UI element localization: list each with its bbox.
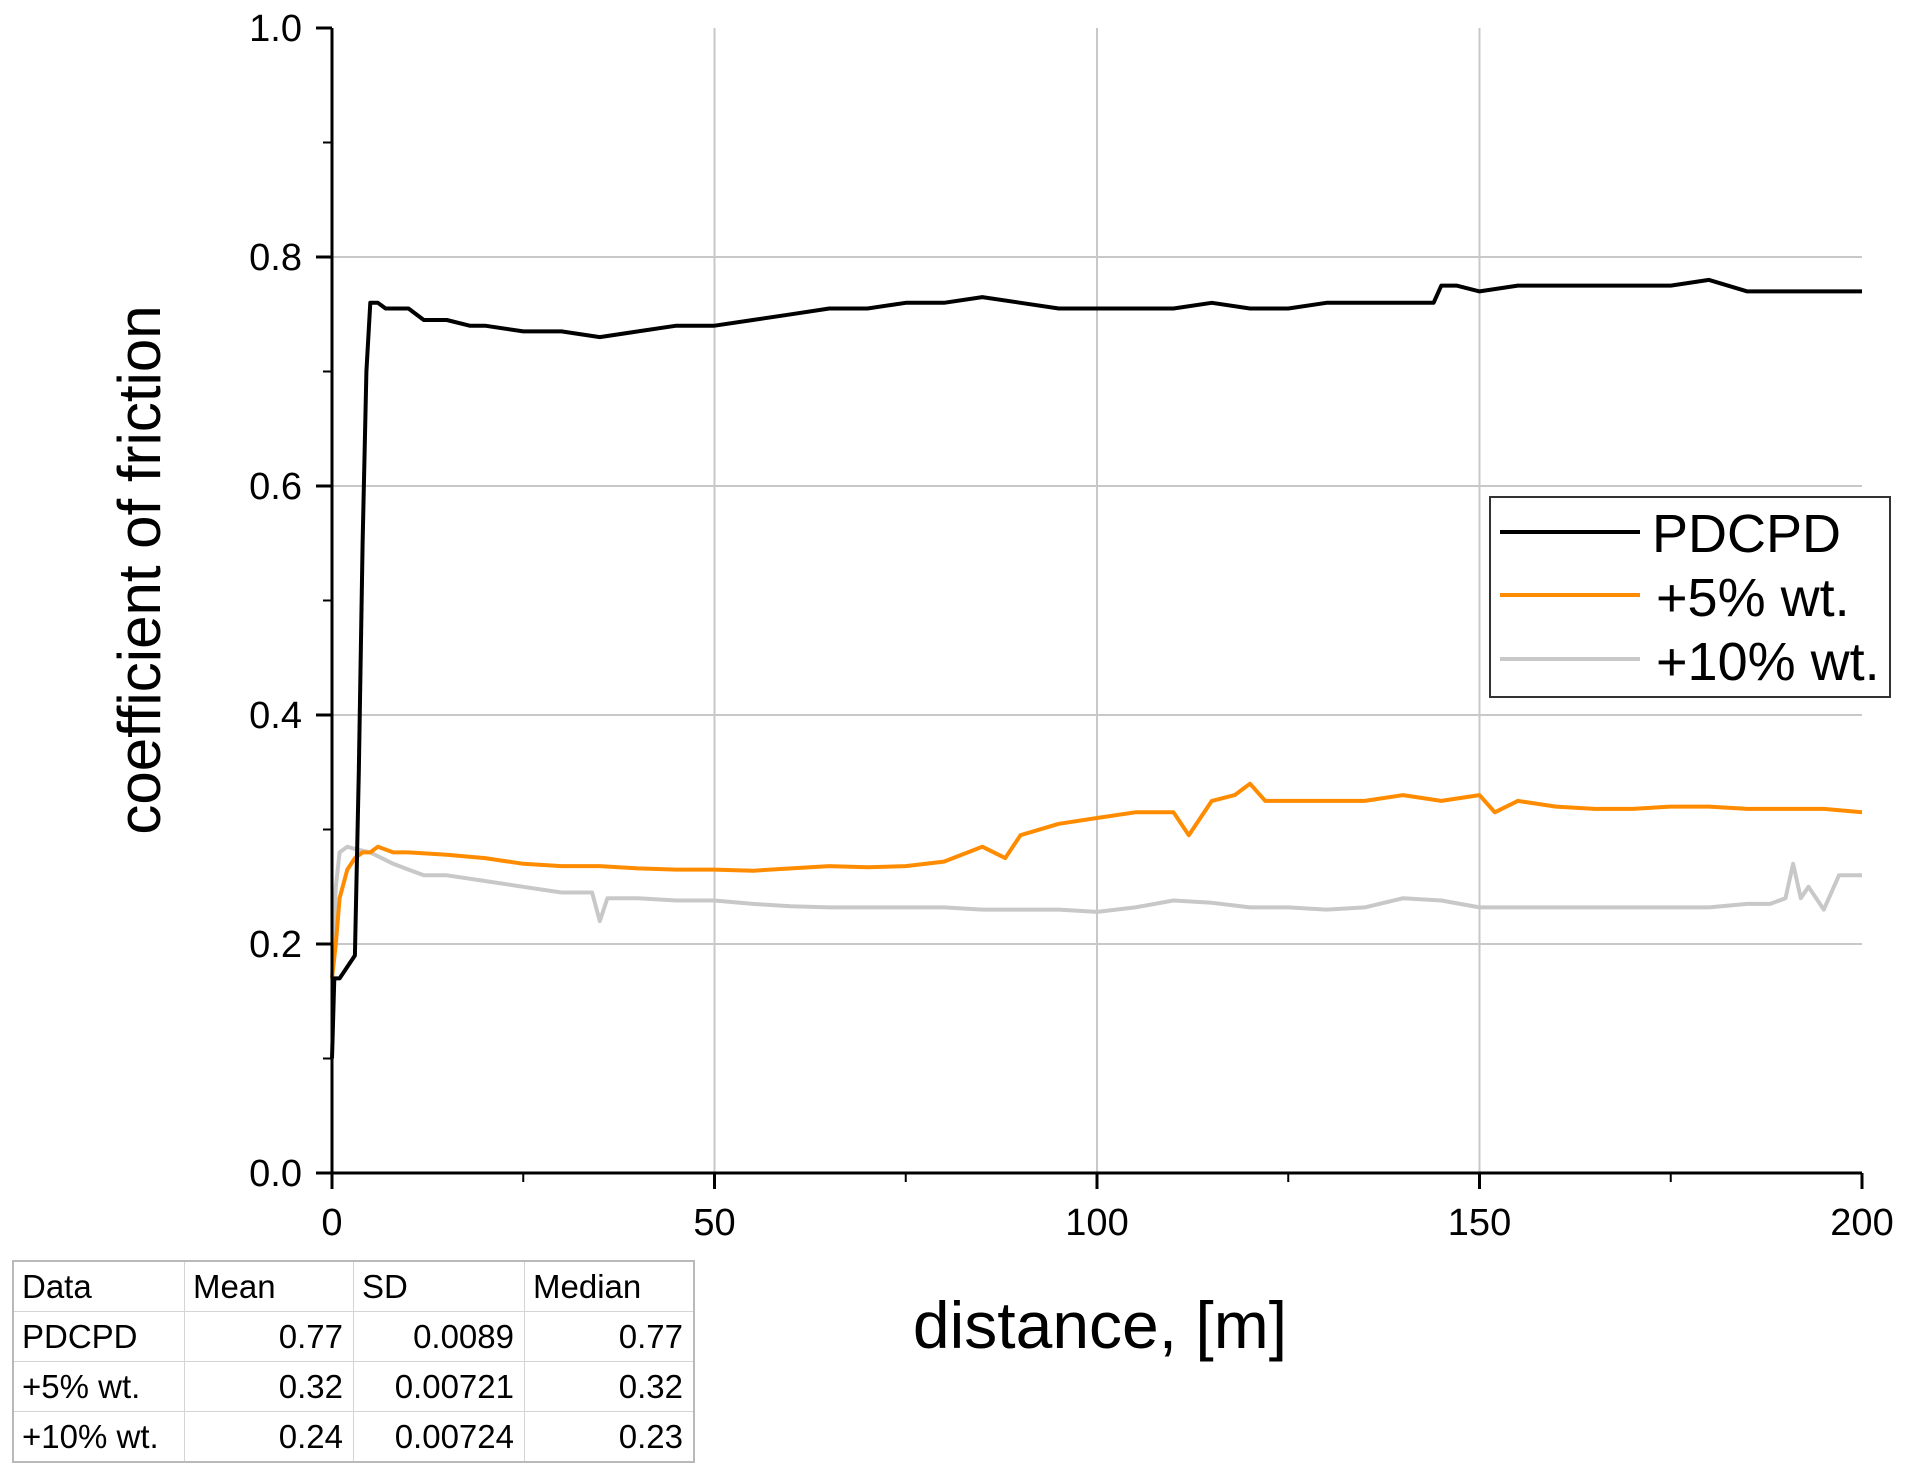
y-tick-label: 1.0 <box>249 8 302 50</box>
table-cell: +5% wt. <box>12 1361 185 1412</box>
series-layer <box>330 277 1863 1059</box>
table-cell: 0.24 <box>184 1411 354 1463</box>
grid-lines <box>332 28 1862 1173</box>
series-line-pdcpd <box>330 277 1862 1059</box>
table-header-cell: SD <box>353 1260 525 1312</box>
table-cell: 0.32 <box>184 1361 354 1412</box>
table-cell: 0.00724 <box>353 1411 525 1463</box>
table-cell: 0.77 <box>184 1311 354 1362</box>
table-cell: 0.32 <box>524 1361 695 1412</box>
table-header-cell: Data <box>12 1260 185 1312</box>
series-line-10-wt <box>330 844 1862 979</box>
table-cell: 0.77 <box>524 1311 695 1362</box>
series-line-5-wt <box>330 781 1863 979</box>
axes <box>316 26 1864 1189</box>
y-tick-label: 0.0 <box>249 1153 302 1195</box>
table-cell: 0.23 <box>524 1411 695 1463</box>
y-tick-label: 0.6 <box>249 466 302 508</box>
table-row: PDCPD 0.77 0.0089 0.77 <box>12 1311 695 1362</box>
table-header-row: Data Mean SD Median <box>12 1260 695 1312</box>
x-tick-label: 50 <box>693 1202 735 1244</box>
y-axis-label: coefficient of friction <box>106 305 173 834</box>
tick-labels: 0 50 100 150 200 0.0 0.2 0.4 0.6 0.8 1.0 <box>249 8 1894 1244</box>
table-row: +10% wt. 0.24 0.00724 0.23 <box>12 1411 695 1463</box>
x-tick-label: 150 <box>1448 1202 1511 1244</box>
x-axis-label: distance, [m] <box>913 1288 1287 1362</box>
legend-label-10pct: +10% wt. <box>1656 632 1880 692</box>
x-tick-label: 200 <box>1830 1202 1893 1244</box>
table-header-cell: Median <box>524 1260 695 1312</box>
table-cell: PDCPD <box>12 1311 185 1362</box>
table-cell: 0.0089 <box>353 1311 525 1362</box>
legend: PDCPD +5% wt. +10% wt. <box>1489 496 1891 698</box>
table-header-cell: Mean <box>184 1260 354 1312</box>
y-tick-label: 0.8 <box>249 237 302 279</box>
y-tick-label: 0.4 <box>249 695 302 737</box>
table-cell: 0.00721 <box>353 1361 525 1412</box>
legend-label-pdcpd: PDCPD <box>1652 504 1841 564</box>
legend-label-5pct: +5% wt. <box>1656 568 1850 628</box>
statistics-table: Data Mean SD Median PDCPD 0.77 0.0089 0.… <box>12 1260 695 1463</box>
table-row: +5% wt. 0.32 0.00721 0.32 <box>12 1361 695 1412</box>
table-cell: +10% wt. <box>12 1411 185 1463</box>
x-tick-label: 0 <box>321 1202 342 1244</box>
y-tick-label: 0.2 <box>249 924 302 966</box>
x-tick-label: 100 <box>1065 1202 1128 1244</box>
